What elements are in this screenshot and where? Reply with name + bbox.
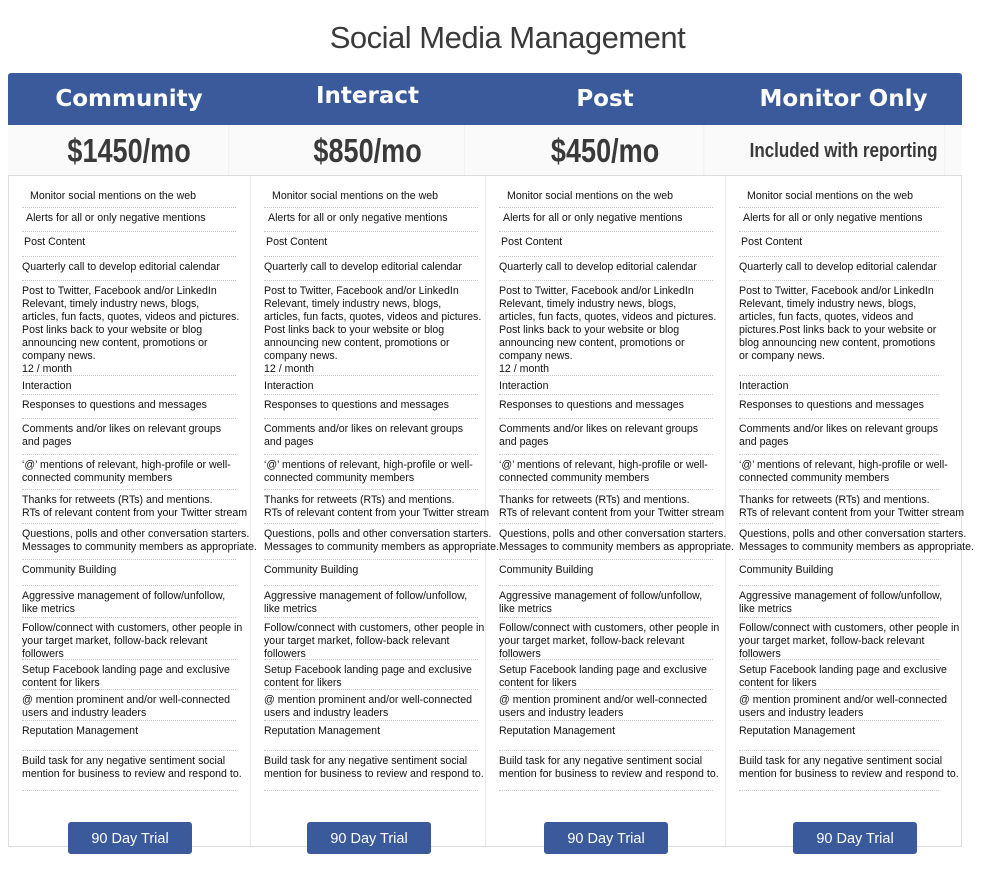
feature-item: Reputation Management [264,721,478,751]
feature-item: Monitor social mentions on the web [499,186,713,208]
feature-item: Alerts for all or only negative mentions [499,208,713,232]
feature-item: ‘@’ mentions of relevant, high-profile o… [22,455,236,490]
feature-list: Monitor social mentions on the web Alerts… [264,186,499,791]
feature-item: Setup Facebook landing page and exclusiv… [739,660,947,690]
feature-item: ‘@’ mentions of relevant, high-profile o… [739,455,948,490]
trial-button[interactable]: 90 Day Trial [307,822,431,854]
feature-item: Quarterly call to develop editorial cale… [22,257,236,281]
feature-item: ‘@’ mentions of relevant, high-profile o… [264,455,478,490]
plan-name: Interact [315,83,420,109]
feature-item: Interaction [499,376,713,395]
feature-item: ‘@’ mentions of relevant, high-profile o… [499,455,713,490]
feature-item: Comments and/or likes on relevant groups… [264,419,478,455]
feature-item: Quarterly call to develop editorial cale… [739,257,939,281]
plan-column: Monitor social mentions on the web Alerts… [726,176,974,854]
feature-item: Aggressive management of follow/unfollow… [499,586,713,618]
feature-item: Interaction [739,376,939,395]
plan-name: Community [55,86,203,112]
feature-item: Questions, polls and other conversation … [499,524,734,560]
feature-item: Community Building [264,560,478,586]
feature-item: Build task for any negative sentiment so… [499,751,719,791]
feature-item: Alerts for all or only negative mentions [264,208,478,232]
page-title: Social Media Management [329,20,686,55]
feature-item: Responses to questions and messages [22,395,236,419]
plan-column: Monitor social mentions on the web Alerts… [486,176,734,854]
plan-header: Community Interact Post Monitor Only [8,73,962,125]
feature-item: Aggressive management of follow/unfollow… [22,586,236,618]
feature-item: Interaction [264,376,478,395]
trial-button[interactable]: 90 Day Trial [68,822,192,854]
trial-button[interactable]: 90 Day Trial [793,822,917,854]
feature-item: Responses to questions and messages [499,395,713,419]
feature-item: Questions, polls and other conversation … [22,524,257,560]
plan-price: $1450/mo [30,125,230,175]
feature-item: Community Building [739,560,939,586]
plan-name: Post [576,86,634,112]
feature-item: @ mention prominent and/or well-connecte… [739,690,947,721]
feature-item: Monitor social mentions on the web [22,186,236,208]
features-table: Monitor social mentions on the web Alerts… [8,175,974,854]
feature-item: Follow/connect with customers, other peo… [499,618,719,660]
feature-item: Comments and/or likes on relevant groups… [22,419,236,455]
feature-item: Alerts for all or only negative mentions [739,208,939,232]
feature-item: Questions, polls and other conversation … [739,524,974,560]
feature-list: Monitor social mentions on the web Alerts… [499,186,734,791]
feature-item: Interaction [22,376,236,395]
feature-list: Monitor social mentions on the web Alerts… [22,186,257,791]
feature-item: Responses to questions and messages [739,395,939,419]
feature-item: Post Content [264,232,478,257]
feature-item: Comments and/or likes on relevant groups… [739,419,939,455]
feature-item: Follow/connect with customers, other peo… [739,618,959,660]
feature-item: Thanks for retweets (RTs) and mentions. … [499,490,724,524]
feature-item: Post Content [22,232,236,257]
feature-item: Comments and/or likes on relevant groups… [499,419,713,455]
trial-button[interactable]: 90 Day Trial [544,822,668,854]
feature-item: Aggressive management of follow/unfollow… [739,586,942,618]
feature-item: Thanks for retweets (RTs) and mentions. … [22,490,247,524]
feature-item: Build task for any negative sentiment so… [739,751,959,791]
feature-item: @ mention prominent and/or well-connecte… [499,690,713,721]
feature-item: Aggressive management of follow/unfollow… [264,586,478,618]
feature-item: Quarterly call to develop editorial cale… [499,257,713,281]
feature-item: Responses to questions and messages [264,395,478,419]
feature-item: Post to Twitter, Facebook and/or LinkedI… [22,281,239,376]
plan-price: $450/mo [507,125,705,175]
feature-item: Quarterly call to develop editorial cale… [264,257,478,281]
feature-item: @ mention prominent and/or well-connecte… [264,690,478,721]
feature-item: Reputation Management [739,721,939,751]
feature-item: Post Content [739,232,939,257]
feature-item: Thanks for retweets (RTs) and mentions. … [264,490,489,524]
feature-item: Reputation Management [22,721,236,751]
feature-item: Setup Facebook landing page and exclusiv… [22,660,236,690]
feature-item: Setup Facebook landing page and exclusiv… [264,660,478,690]
feature-item: Post to Twitter, Facebook and/or LinkedI… [264,281,481,376]
feature-item: Monitor social mentions on the web [264,186,478,208]
feature-item: Post Content [499,232,713,257]
price-row: $1450/mo $850/mo $450/mo Included with repo… [8,125,962,175]
plan-column: Monitor social mentions on the web Alerts… [251,176,499,854]
plan-price: Included with reporting [743,125,946,175]
feature-item: Setup Facebook landing page and exclusiv… [499,660,713,690]
plan-name: Monitor Only [759,86,928,112]
feature-item: Build task for any negative sentiment so… [22,751,242,791]
feature-item: Follow/connect with customers, other peo… [264,618,484,660]
feature-item: Community Building [22,560,236,586]
feature-item: Community Building [499,560,713,586]
feature-item: Reputation Management [499,721,713,751]
feature-item: Post to Twitter, Facebook and/or LinkedI… [739,281,939,376]
feature-item: Follow/connect with customers, other peo… [22,618,242,660]
feature-item: Monitor social mentions on the web [739,186,939,208]
plan-column: Monitor social mentions on the web Alerts… [9,176,257,854]
feature-item: Questions, polls and other conversation … [264,524,499,560]
feature-item: Alerts for all or only negative mentions [22,208,236,232]
feature-item: @ mention prominent and/or well-connecte… [22,690,236,721]
feature-item: Build task for any negative sentiment so… [264,751,484,791]
feature-item: Thanks for retweets (RTs) and mentions. … [739,490,964,524]
plan-price: $850/mo [271,125,465,175]
feature-item: Post to Twitter, Facebook and/or LinkedI… [499,281,716,376]
feature-list: Monitor social mentions on the web Alerts… [739,186,974,791]
